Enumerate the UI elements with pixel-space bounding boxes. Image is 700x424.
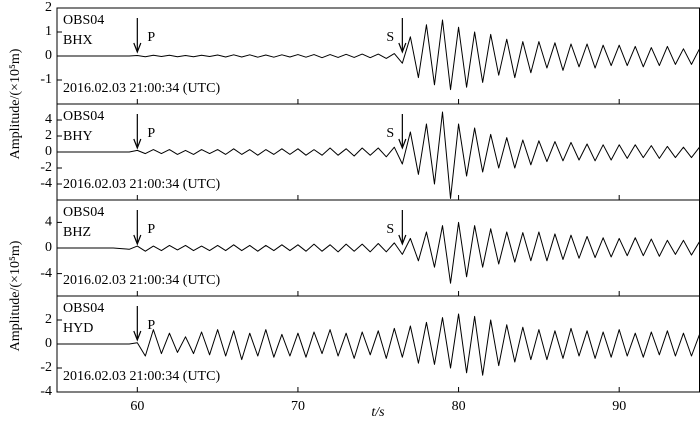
waveform bbox=[57, 313, 700, 376]
y-axis-label: Amplitude/(×10⁵m) bbox=[8, 240, 23, 351]
phase-label: S bbox=[386, 126, 394, 141]
y-tick-label: 2 bbox=[45, 312, 52, 327]
y-tick-label: -2 bbox=[40, 160, 52, 175]
y-tick-label: 2 bbox=[45, 128, 52, 143]
y-tick-label: -2 bbox=[40, 360, 52, 375]
y-tick-label: 0 bbox=[45, 48, 52, 63]
date-label: 2016.02.03 21:00:34 (UTC) bbox=[63, 81, 220, 96]
y-tick-label: 2 bbox=[45, 0, 52, 15]
phase-label: P bbox=[147, 126, 155, 141]
phase-label: P bbox=[147, 30, 155, 45]
date-label: 2016.02.03 21:00:34 (UTC) bbox=[63, 369, 220, 384]
y-tick-label: 4 bbox=[45, 112, 52, 127]
y-tick-label: -1 bbox=[40, 72, 52, 87]
phase-label: S bbox=[386, 222, 394, 237]
y-tick-label: -4 bbox=[40, 176, 52, 191]
y-tick-label: -4 bbox=[40, 384, 52, 399]
waveform bbox=[57, 111, 700, 199]
station-label: OBS04 bbox=[63, 301, 104, 316]
y-tick-label: 1 bbox=[45, 24, 52, 39]
x-tick-label: 70 bbox=[291, 399, 305, 414]
waveform bbox=[57, 19, 700, 91]
arrow-head bbox=[398, 234, 407, 246]
arrow-head bbox=[133, 234, 142, 246]
y-tick-label: 4 bbox=[45, 215, 52, 230]
station-label: OBS04 bbox=[63, 13, 104, 28]
station-label: OBS04 bbox=[63, 109, 104, 124]
x-tick-label: 60 bbox=[130, 399, 144, 414]
phase-label: P bbox=[147, 222, 155, 237]
x-axis-label: t/s bbox=[371, 405, 385, 420]
y-axis-label: Amplitude/(×10⁵m) bbox=[8, 48, 23, 159]
y-tick-label: 0 bbox=[45, 336, 52, 351]
station-label: OBS04 bbox=[63, 205, 104, 220]
arrow-head bbox=[133, 42, 142, 54]
y-tick-label: -4 bbox=[40, 266, 52, 281]
phase-label: S bbox=[386, 30, 394, 45]
arrow-head bbox=[398, 42, 407, 54]
channel-label: HYD bbox=[63, 321, 93, 336]
y-tick-label: 0 bbox=[45, 144, 52, 159]
date-label: 2016.02.03 21:00:34 (UTC) bbox=[63, 177, 220, 192]
waveform bbox=[57, 221, 700, 284]
arrow-head bbox=[133, 330, 142, 342]
date-label: 2016.02.03 21:00:34 (UTC) bbox=[63, 273, 220, 288]
y-tick-label: 0 bbox=[45, 240, 52, 255]
phase-label: P bbox=[147, 318, 155, 333]
channel-label: BHZ bbox=[63, 225, 91, 240]
x-tick-label: 90 bbox=[612, 399, 626, 414]
arrow-head bbox=[398, 138, 407, 150]
x-tick-label: 80 bbox=[452, 399, 466, 414]
channel-label: BHX bbox=[63, 33, 93, 48]
channel-label: BHY bbox=[63, 129, 93, 144]
arrow-head bbox=[133, 138, 142, 150]
